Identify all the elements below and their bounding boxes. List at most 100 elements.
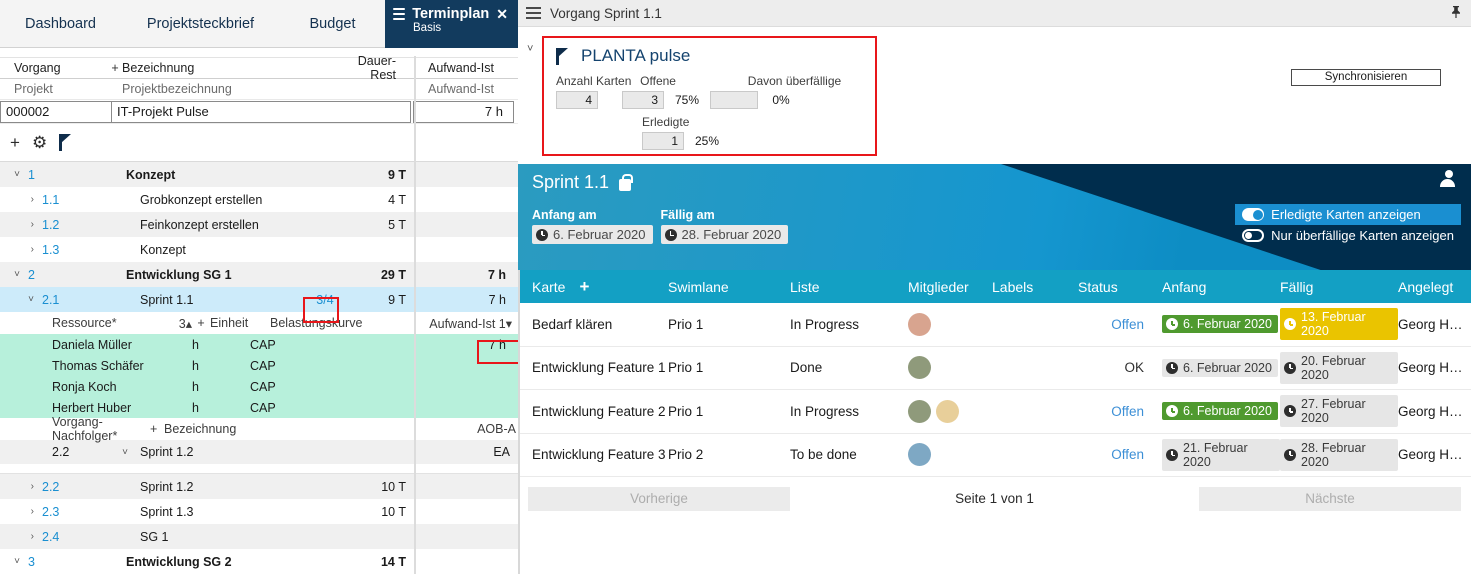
previous-page-button[interactable]: Vorherige <box>528 486 790 511</box>
table-row[interactable]: Entwicklung Feature 1 Prio 1 Done OK 6. Febr… <box>518 346 1471 390</box>
date-chip[interactable]: 6. Februar 2020 <box>1162 358 1278 377</box>
expand-arrow-icon[interactable]: › <box>30 194 34 205</box>
pin-icon[interactable] <box>1449 5 1463 22</box>
task-dauer-rest: 5 T <box>388 217 406 232</box>
toggle-erledigte-karten[interactable]: Erledigte Karten anzeigen <box>1235 204 1461 225</box>
task-name: SG 1 <box>140 529 169 544</box>
col-header-faellig[interactable]: Fällig <box>1280 278 1314 295</box>
resource-row[interactable]: Herbert Huber h CAP <box>0 397 518 418</box>
table-row[interactable]: Bedarf klären Prio 1 In Progress Offen 6. Fe… <box>518 303 1471 347</box>
date-chip[interactable]: 6. Februar 2020 <box>1162 402 1278 421</box>
res-header-aufwand-ist[interactable]: Aufwand-Ist 1▾ <box>429 316 512 331</box>
add-card-icon[interactable]: + <box>579 277 590 296</box>
avatar[interactable] <box>908 399 931 423</box>
succ-header-aob[interactable]: AOB-A <box>477 422 516 436</box>
col-header-status[interactable]: Status <box>1078 278 1118 295</box>
col-header-dauer-rest[interactable]: Dauer-Rest <box>357 54 396 82</box>
succ-add-icon[interactable]: + <box>150 422 158 436</box>
banner-faellig-chip[interactable]: 28. Februar 2020 <box>660 225 789 244</box>
res-add-icon[interactable]: + <box>197 316 205 330</box>
date-chip[interactable]: 6. Februar 2020 <box>1162 315 1278 334</box>
planta-pulse-panel: PLANTA pulse Anzahl Karten Offene Davon … <box>542 36 877 156</box>
expand-arrow-icon[interactable]: › <box>30 531 34 542</box>
user-icon[interactable] <box>1440 170 1457 187</box>
banner-anfang-chip[interactable]: 6. Februar 2020 <box>532 225 653 244</box>
expand-arrow-icon[interactable]: › <box>30 506 34 517</box>
successor-row[interactable]: 2.2 ˅ Sprint 1.2 EA <box>0 440 518 464</box>
expand-arrow-icon[interactable]: ˅ <box>14 169 20 180</box>
synchronisieren-button[interactable]: Synchronisieren <box>1291 69 1441 86</box>
expand-arrow-icon[interactable]: ˅ <box>28 294 34 305</box>
expand-arrow-icon[interactable]: › <box>30 481 34 492</box>
col-header-karte[interactable]: Karte <box>532 278 566 295</box>
table-row[interactable]: Entwicklung Feature 2 Prio 1 In Progress Of… <box>518 390 1471 434</box>
col-header-mitglieder[interactable]: Mitglieder <box>908 278 969 295</box>
expand-arrow-icon[interactable]: ˅ <box>14 556 20 567</box>
tab-dashboard[interactable]: Dashboard <box>8 0 113 48</box>
task-row-2.4[interactable]: › 2.4 SG 1 <box>0 524 518 549</box>
project-aufwand-field[interactable]: 7 h <box>413 100 514 123</box>
res-header-belastungskurve[interactable]: Belastungskurve <box>270 316 363 330</box>
avatar[interactable] <box>936 399 959 423</box>
resource-row[interactable]: Thomas Schäfer h CAP <box>0 355 518 376</box>
col-header-vorgang[interactable]: Vorgang <box>14 61 61 75</box>
date-chip[interactable]: 20. Februar 2020 <box>1280 351 1398 384</box>
project-name-field[interactable]: IT-Projekt Pulse <box>111 100 411 123</box>
next-page-button[interactable]: Nächste <box>1199 486 1461 511</box>
col-header-anfang[interactable]: Anfang <box>1162 278 1207 295</box>
task-row-2[interactable]: ˅ 2 Entwicklung SG 1 29 T 7 h <box>0 262 518 287</box>
col-header-angelegt[interactable]: Angelegt <box>1398 278 1454 295</box>
expand-arrow-icon[interactable]: › <box>30 244 34 255</box>
avatar[interactable] <box>908 443 931 467</box>
lock-icon <box>619 173 633 191</box>
date-chip[interactable]: 13. Februar 2020 <box>1280 308 1398 341</box>
tab-terminplan[interactable]: Terminplan ✕ Basis <box>385 0 518 48</box>
task-row-1.3[interactable]: › 1.3 Konzept <box>0 237 518 262</box>
task-row-2.3[interactable]: › 2.3 Sprint 1.3 10 T <box>0 499 518 524</box>
task-row-1.1[interactable]: › 1.1 Grobkonzept erstellen 4 T <box>0 187 518 212</box>
avatar[interactable] <box>908 312 931 336</box>
res-header-sort[interactable]: 3▴ <box>178 316 192 331</box>
date-chip[interactable]: 27. Februar 2020 <box>1280 395 1398 428</box>
hamburger-icon[interactable] <box>526 4 541 22</box>
project-id-field[interactable]: 000002 <box>0 100 112 123</box>
card-swimlane: Prio 1 <box>668 403 704 419</box>
expand-arrow-icon[interactable]: ˅ <box>14 269 20 280</box>
col-header-bezeichnung[interactable]: Bezeichnung <box>122 61 195 75</box>
resource-row[interactable]: Daniela Müller h CAP 7 h <box>0 334 518 355</box>
col-header-labels[interactable]: Labels <box>992 278 1034 295</box>
tab-budget[interactable]: Budget <box>290 0 375 48</box>
succ-row-id: 2.2 <box>52 445 70 459</box>
flag-icon[interactable] <box>59 134 72 151</box>
banner-faellig-label: Fällig am <box>660 208 715 222</box>
clock-icon <box>1166 405 1178 418</box>
date-chip[interactable]: 21. Februar 2020 <box>1162 438 1280 471</box>
succ-header-vorgang-nachfolger[interactable]: Vorgang-Nachfolger* <box>52 415 118 443</box>
avatar[interactable] <box>908 356 931 380</box>
add-icon[interactable]: + <box>10 133 20 152</box>
table-row[interactable]: Entwicklung Feature 3 Prio 2 To be done Off… <box>518 433 1471 477</box>
card-anfang: 6. Februar 2020 <box>1162 402 1280 421</box>
close-icon[interactable]: ✕ <box>496 6 508 22</box>
task-row-2.1[interactable]: ˅ 2.1 Sprint 1.1 3/4 9 T 7 h <box>0 287 518 312</box>
add-column-icon[interactable]: + <box>111 61 119 75</box>
task-row-1[interactable]: ˅ 1 Konzept 9 T <box>0 162 518 187</box>
res-header-einheit[interactable]: Einheit <box>210 316 249 330</box>
expand-arrow-icon[interactable]: › <box>30 219 34 230</box>
resource-row[interactable]: Ronja Koch h CAP <box>0 376 518 397</box>
chevron-down-icon[interactable]: ˅ <box>527 43 534 55</box>
project-row[interactable]: 000002 IT-Projekt Pulse 7 h <box>0 100 518 124</box>
chevron-down-icon[interactable]: ˅ <box>122 446 128 458</box>
date-chip[interactable]: 28. Februar 2020 <box>1280 438 1398 471</box>
col-header-swimlane[interactable]: Swimlane <box>668 278 729 295</box>
col-header-liste[interactable]: Liste <box>790 278 820 295</box>
task-row-2.2[interactable]: › 2.2 Sprint 1.2 10 T <box>0 474 518 499</box>
task-row-3[interactable]: ˅ 3 Entwicklung SG 2 14 T <box>0 549 518 574</box>
succ-header-bezeichnung[interactable]: Bezeichnung <box>164 422 237 436</box>
res-header-ressource[interactable]: Ressource* <box>52 316 117 330</box>
col-header-aufwand-ist[interactable]: Aufwand-Ist <box>427 61 494 75</box>
tab-projektsteckbrief[interactable]: Projektsteckbrief <box>128 0 273 48</box>
gear-icon[interactable]: ⚙ <box>31 133 48 152</box>
task-row-1.2[interactable]: › 1.2 Feinkonzept erstellen 5 T <box>0 212 518 237</box>
toggle-ueberfaellige-karten[interactable]: Nur überfällige Karten anzeigen <box>1235 225 1461 246</box>
